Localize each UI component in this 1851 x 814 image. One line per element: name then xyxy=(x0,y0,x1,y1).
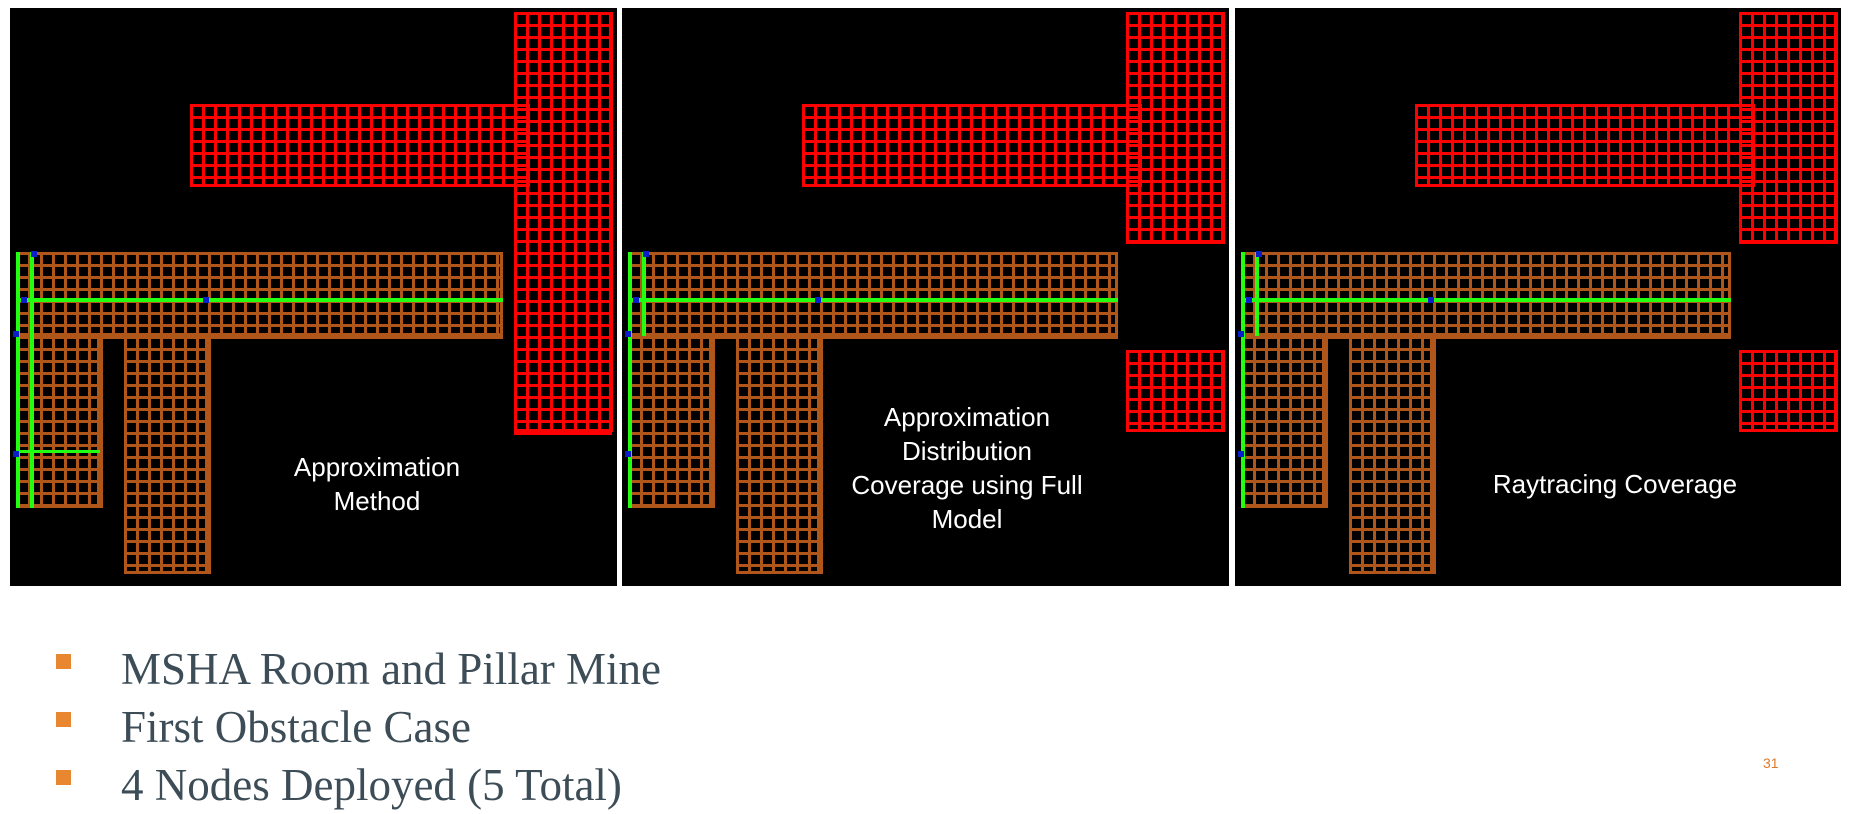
covered-main-corridor xyxy=(1241,252,1731,339)
coverage-panel-raytracing: Raytracing Coverage xyxy=(1235,8,1841,586)
covered-left-branch xyxy=(1241,336,1328,508)
caption-line: Raytracing Coverage xyxy=(1492,469,1738,499)
caption-line: Approximation xyxy=(293,452,461,482)
sensor-node-icon xyxy=(1428,297,1434,303)
mine-grid-approximation xyxy=(13,12,613,574)
covered-left-branch xyxy=(628,336,715,508)
caption-line: Coverage using Full xyxy=(851,470,1083,500)
sensor-node-icon xyxy=(625,451,631,457)
panel-caption-raytracing: Raytracing Coverage xyxy=(1475,467,1755,501)
covered-lower-branch xyxy=(124,336,211,574)
coverage-panel-approximation: Approximation Method xyxy=(10,8,617,586)
bullet-text: MSHA Room and Pillar Mine xyxy=(121,644,662,694)
panel-caption-distribution: Approximation Distribution Coverage usin… xyxy=(842,400,1092,536)
sensor-node-icon xyxy=(203,297,209,303)
sensor-node-icon xyxy=(1246,297,1252,303)
mine-grid-distribution xyxy=(625,12,1225,574)
uncovered-right-block xyxy=(1126,350,1225,432)
coverage-panel-distribution: Approximation Distribution Coverage usin… xyxy=(622,8,1229,586)
sensor-node-icon xyxy=(21,297,27,303)
sensor-node-icon xyxy=(643,251,649,257)
strong-signal-paths xyxy=(628,252,1118,508)
uncovered-upper-corridor xyxy=(802,104,1142,187)
uncovered-right-shaft xyxy=(514,12,613,435)
sensor-node-icon xyxy=(1238,331,1244,337)
covered-lower-branch xyxy=(1349,336,1436,574)
square-bullet-icon xyxy=(56,654,71,669)
bullet-text: 4 Nodes Deployed (5 Total) xyxy=(121,760,622,810)
covered-main-corridor xyxy=(16,252,503,339)
panel-caption-approximation: Approximation Method xyxy=(282,450,472,518)
sensor-node-icon xyxy=(13,451,19,457)
sensor-node-icon xyxy=(1238,451,1244,457)
uncovered-right-shaft xyxy=(1126,12,1225,244)
mine-grid-raytracing xyxy=(1238,12,1838,574)
caption-line: Approximation xyxy=(883,402,1051,432)
strong-signal-paths xyxy=(16,252,503,508)
square-bullet-icon xyxy=(56,712,71,727)
square-bullet-icon xyxy=(56,770,71,785)
sensor-node-icon xyxy=(815,297,821,303)
uncovered-right-shaft xyxy=(1739,12,1838,244)
bullet-list: MSHA Room and Pillar Mine First Obstacle… xyxy=(50,640,661,814)
covered-lower-branch xyxy=(736,336,823,574)
sensor-node-icon xyxy=(633,297,639,303)
bullet-item: MSHA Room and Pillar Mine xyxy=(50,640,661,698)
caption-line: Model xyxy=(931,504,1003,534)
covered-main-corridor xyxy=(628,252,1118,339)
strong-signal-paths xyxy=(1241,252,1731,508)
sensor-node-icon xyxy=(1256,251,1262,257)
covered-left-branch xyxy=(16,336,103,508)
bullet-item: First Obstacle Case xyxy=(50,698,661,756)
sensor-node-icon xyxy=(13,331,19,337)
caption-line: Distribution xyxy=(901,436,1033,466)
uncovered-upper-corridor xyxy=(1415,104,1755,187)
uncovered-upper-corridor xyxy=(190,104,530,187)
sensor-node-icon xyxy=(31,251,37,257)
bullet-item: 4 Nodes Deployed (5 Total) xyxy=(50,756,661,814)
page-number: 31 xyxy=(1763,755,1779,771)
uncovered-right-block xyxy=(1739,350,1838,432)
bullet-text: First Obstacle Case xyxy=(121,702,471,752)
caption-line: Method xyxy=(333,486,421,516)
sensor-node-icon xyxy=(625,331,631,337)
